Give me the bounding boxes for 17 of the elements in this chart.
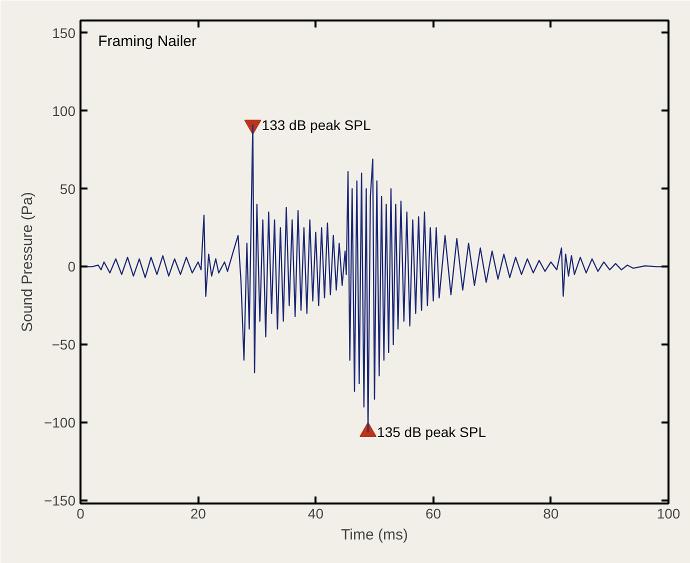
annotation: 133 dB peak SPL bbox=[262, 116, 371, 133]
x-tick-label: 80 bbox=[543, 506, 559, 522]
x-tick-label: 60 bbox=[426, 506, 442, 522]
y-tick-label: 50 bbox=[60, 180, 76, 197]
y-tick-label: −100 bbox=[44, 414, 76, 430]
x-tick-label: 40 bbox=[308, 506, 324, 522]
x-tick-label: 100 bbox=[656, 506, 680, 522]
y-tick-label: −150 bbox=[44, 492, 76, 508]
x-axis-title: Time (ms) bbox=[341, 526, 408, 544]
y-tick-label: −50 bbox=[52, 336, 76, 353]
text: Framing Nailer bbox=[98, 32, 196, 50]
annotation: 135 dB peak SPL bbox=[377, 424, 486, 440]
y-tick-label: 100 bbox=[52, 102, 76, 119]
y-tick-label: 0 bbox=[68, 258, 76, 275]
x-tick-label: 20 bbox=[190, 506, 206, 522]
y-tick-label: 150 bbox=[52, 24, 76, 41]
y-axis-title: Sound Pressure (Pa) bbox=[18, 192, 36, 332]
